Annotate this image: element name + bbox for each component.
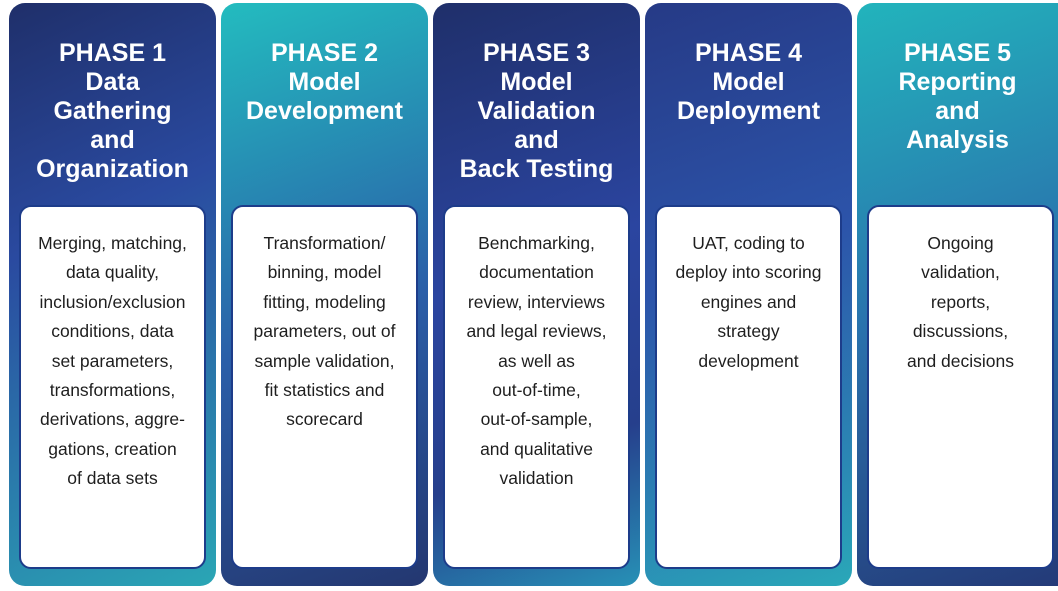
- phase-3-title-line: Model: [500, 68, 573, 96]
- phase-1-description-line: set parameters,: [51, 350, 174, 371]
- phase-3-description-line: and qualitative: [480, 438, 593, 459]
- phase-4-title-line: PHASE 4: [695, 39, 802, 67]
- phase-1-description-line: Merging, matching,: [38, 233, 187, 253]
- phase-3-description-line: out-of-time,: [492, 380, 581, 401]
- phase-5-description-line: reports,: [930, 291, 991, 312]
- phase-2-description-line: scorecard: [286, 409, 363, 430]
- phase-2-description-line: sample validation,: [254, 350, 395, 371]
- phase-1-title-line: PHASE 1: [59, 39, 166, 67]
- phase-5-title-line: Analysis: [906, 126, 1009, 154]
- phase-5-description-line: discussions,: [912, 321, 1009, 342]
- phase-1-title-line: Data: [85, 68, 140, 96]
- phase-1-title-line: and: [90, 126, 135, 154]
- phase-3-title-line: PHASE 3: [483, 39, 590, 67]
- phase-5-description-line: validation,: [921, 262, 1000, 283]
- phase-4-title-line: Deployment: [676, 97, 821, 125]
- phase-5-column: PHASE 5 Reporting and Analysis Ongoing v…: [857, 3, 1058, 586]
- phase-2-title: PHASE 2 Model Development: [221, 39, 428, 126]
- phase-2-description-line: Transformation/: [263, 233, 386, 253]
- phase-2-column: PHASE 2 Model Development Transformation…: [221, 3, 428, 586]
- phase-3-description-line: Benchmarking,: [478, 233, 595, 253]
- phase-3-description-line: and legal reviews,: [466, 321, 607, 342]
- phase-5-title: PHASE 5 Reporting and Analysis: [857, 39, 1058, 155]
- phase-1-title: PHASE 1 Data Gathering and Organization: [9, 39, 216, 184]
- phase-3-description-line: validation: [499, 468, 574, 489]
- phase-1-column: PHASE 1 Data Gathering and Organization …: [9, 3, 216, 586]
- phase-4-title-line: Model: [712, 68, 785, 96]
- phase-1-description-line: inclusion/exclusion: [39, 291, 186, 312]
- phase-4-description-card: UAT, coding to deploy into scoring engin…: [655, 205, 842, 569]
- phase-1-description-card: Merging, matching, data quality, inclusi…: [19, 205, 206, 569]
- phase-3-description-line: documentation: [479, 262, 594, 283]
- phase-4-description-line: UAT, coding to: [692, 233, 805, 253]
- phase-3-title-line: and: [514, 126, 559, 154]
- phase-3-title-line: Back Testing: [459, 155, 614, 183]
- phase-2-description-line: fit statistics and: [264, 380, 385, 401]
- phase-1-description-line: transformations,: [49, 380, 176, 401]
- phase-1-description-line: conditions, data: [51, 321, 174, 342]
- phase-2-description-line: fitting, modeling: [263, 291, 386, 312]
- phase-1-description-line: data quality,: [65, 262, 160, 283]
- phase-3-description-card: Benchmarking, documentation review, inte…: [443, 205, 630, 569]
- phase-1-description-line: gations, creation: [48, 438, 177, 459]
- phase-3-title: PHASE 3 Model Validation and Back Testin…: [433, 39, 640, 184]
- phase-2-description-card: Transformation/ binning, model fitting, …: [231, 205, 418, 569]
- phase-4-title: PHASE 4 Model Deployment: [645, 39, 852, 126]
- phase-1-description-line: derivations, aggre-: [40, 409, 185, 430]
- phase-3-column: PHASE 3 Model Validation and Back Testin…: [433, 3, 640, 586]
- phase-2-title-line: Model: [288, 68, 361, 96]
- phase-5-title-line: Reporting: [898, 68, 1017, 96]
- phase-1-description-line: of data sets: [67, 468, 158, 489]
- phase-3-description-line: out-of-sample,: [480, 409, 593, 430]
- phase-5-description-line: Ongoing: [927, 233, 994, 253]
- phase-5-title-line: PHASE 5: [904, 39, 1011, 67]
- phase-1-title-line: Organization: [36, 155, 189, 183]
- phase-2-title-line: Development: [246, 97, 403, 125]
- phase-4-description-line: deploy into scoring: [675, 262, 822, 283]
- phase-4-column: PHASE 4 Model Deployment UAT, coding to …: [645, 3, 852, 586]
- phase-4-description-line: development: [698, 350, 799, 371]
- phase-2-description-line: parameters, out of: [253, 321, 396, 342]
- phase-5-description-card: Ongoing validation, reports, discussions…: [867, 205, 1054, 569]
- phase-3-description-line: review, interviews: [467, 291, 606, 312]
- phase-4-description-line: strategy: [717, 321, 780, 342]
- phase-2-description-line: binning, model: [267, 262, 382, 283]
- phase-2-title-line: PHASE 2: [271, 39, 378, 67]
- phase-5-description-line: and decisions: [906, 350, 1015, 371]
- phase-1-title-line: Gathering: [53, 97, 172, 125]
- phase-3-title-line: Validation: [477, 97, 596, 125]
- phase-3-description-line: as well as: [498, 350, 575, 371]
- phase-4-description-line: engines and: [700, 291, 797, 312]
- phase-5-title-line: and: [935, 97, 980, 125]
